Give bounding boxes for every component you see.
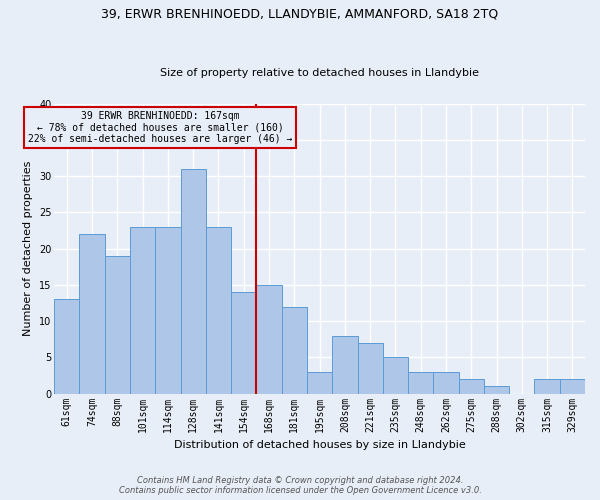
Bar: [105, 256, 130, 394]
Bar: [332, 336, 358, 394]
Text: Contains HM Land Registry data © Crown copyright and database right 2024.
Contai: Contains HM Land Registry data © Crown c…: [119, 476, 481, 495]
X-axis label: Distribution of detached houses by size in Llandybie: Distribution of detached houses by size …: [174, 440, 466, 450]
Bar: [54, 300, 79, 394]
Bar: [484, 386, 509, 394]
Title: Size of property relative to detached houses in Llandybie: Size of property relative to detached ho…: [160, 68, 479, 78]
Bar: [281, 306, 307, 394]
Bar: [79, 234, 105, 394]
Bar: [155, 227, 181, 394]
Bar: [307, 372, 332, 394]
Bar: [231, 292, 256, 394]
Bar: [535, 379, 560, 394]
Text: 39, ERWR BRENHINOEDD, LLANDYBIE, AMMANFORD, SA18 2TQ: 39, ERWR BRENHINOEDD, LLANDYBIE, AMMANFO…: [101, 8, 499, 20]
Bar: [256, 285, 281, 394]
Bar: [130, 227, 155, 394]
Bar: [206, 227, 231, 394]
Bar: [458, 379, 484, 394]
Text: 39 ERWR BRENHINOEDD: 167sqm
← 78% of detached houses are smaller (160)
22% of se: 39 ERWR BRENHINOEDD: 167sqm ← 78% of det…: [28, 111, 293, 144]
Y-axis label: Number of detached properties: Number of detached properties: [23, 161, 34, 336]
Bar: [408, 372, 433, 394]
Bar: [383, 358, 408, 394]
Bar: [358, 343, 383, 394]
Bar: [181, 169, 206, 394]
Bar: [560, 379, 585, 394]
Bar: [433, 372, 458, 394]
